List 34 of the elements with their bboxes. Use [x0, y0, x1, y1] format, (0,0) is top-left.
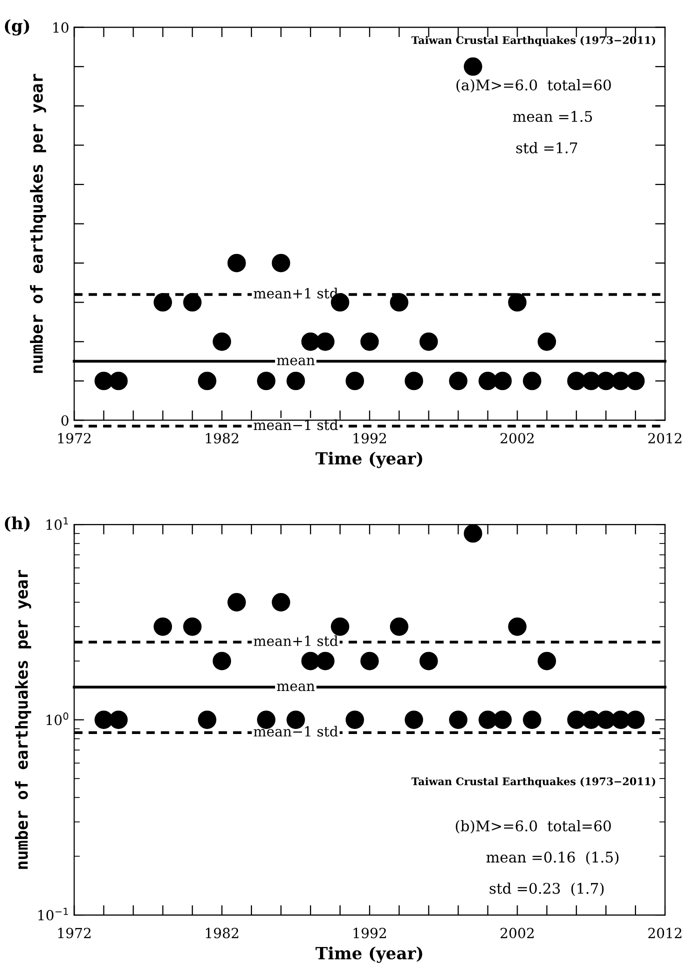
x-tick-label: 1972 [58, 432, 91, 444]
x-tick-label: 1982 [206, 432, 238, 444]
ref-line-label: mean [276, 684, 315, 692]
ref-line-label: mean+1 std [254, 635, 338, 646]
annotation: std =1.7 [516, 142, 578, 154]
annotation: (a)M>=6.0 total=60 [456, 79, 611, 93]
annotation: std =0.23 (1.7) [490, 882, 604, 896]
x-tick-label: 2012 [648, 432, 682, 444]
y-tick-label: 10 [53, 22, 68, 33]
y-axis-title: number of earthquakes per year [15, 570, 32, 869]
ref-line-label: mean [276, 358, 315, 366]
x-axis-title: Time (year) [316, 452, 422, 468]
x-tick-label: 2002 [500, 432, 534, 444]
annotation: (b)M>=6.0 total=60 [456, 820, 611, 834]
annotation: Taiwan Crustal Earthquakes (1973−2011) [411, 777, 656, 788]
annotation: mean =1.5 [512, 110, 592, 122]
x-tick-label: 1982 [206, 928, 238, 938]
annotation: Taiwan Crustal Earthquakes (1973−2011) [411, 36, 656, 46]
chart-title: (h) [4, 516, 30, 532]
y-axis-title: number of earthquakes per year [30, 74, 46, 373]
ref-line-label: mean−1 std [254, 419, 338, 430]
x-tick-label: 2002 [500, 928, 534, 938]
ref-line-label: mean−1 std [254, 726, 338, 737]
x-tick-label: 2012 [648, 928, 682, 938]
annotation: mean =0.16 (1.5) [486, 851, 618, 865]
x-axis-title: Time (year) [316, 946, 422, 963]
y-tick-label: 10$^{1}$ [46, 517, 68, 530]
chart-title: (g) [4, 19, 30, 36]
x-tick-label: 1972 [58, 928, 91, 938]
y-tick-label: 0 [61, 415, 68, 426]
y-tick-label: 10$^{0}$ [46, 712, 68, 726]
y-tick-label: 10$^{−1}$ [38, 908, 68, 920]
x-tick-label: 1992 [354, 432, 386, 444]
x-tick-label: 1992 [354, 928, 386, 938]
